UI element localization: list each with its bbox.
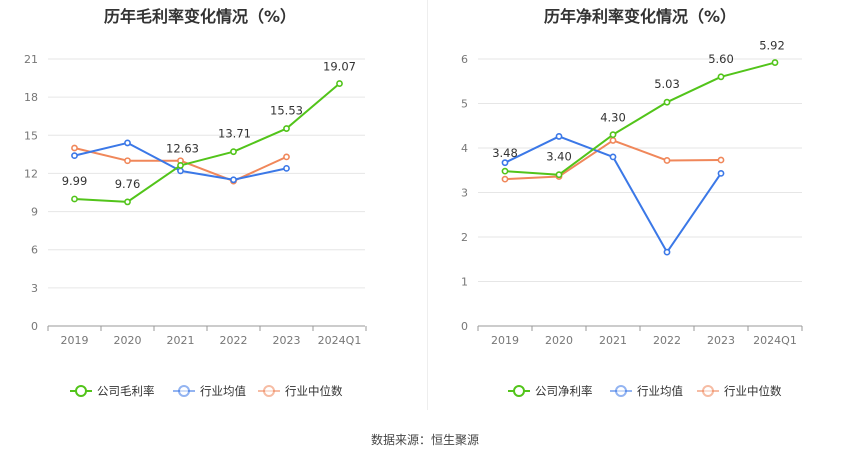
data-point-company bbox=[336, 80, 343, 87]
legend-marker bbox=[75, 385, 87, 397]
legend-item-median: 行业中位数 bbox=[258, 384, 343, 398]
data-label: 9.76 bbox=[115, 177, 141, 191]
data-label: 9.99 bbox=[62, 174, 88, 188]
legend-item-avg: 行业均值 bbox=[610, 384, 683, 398]
x-tick-label: 2019 bbox=[61, 334, 89, 347]
data-label: 4.30 bbox=[600, 111, 626, 125]
data-point-avg bbox=[609, 153, 617, 161]
legend-item-company: 公司毛利率 bbox=[70, 384, 155, 398]
y-tick-label: 21 bbox=[24, 53, 38, 66]
data-label: 19.07 bbox=[323, 60, 356, 74]
legend-label: 公司净利率 bbox=[535, 384, 593, 398]
legend-item-median: 行业中位数 bbox=[697, 384, 782, 398]
y-tick-label: 12 bbox=[24, 167, 38, 180]
legend-item-company: 公司净利率 bbox=[508, 384, 593, 398]
legend-marker bbox=[178, 385, 190, 397]
y-tick-label: 15 bbox=[24, 129, 38, 142]
data-point-median bbox=[124, 157, 131, 165]
data-point-avg bbox=[717, 169, 725, 177]
chart-title: 历年净利率变化情况（%） bbox=[544, 7, 736, 26]
data-point-avg bbox=[124, 139, 131, 147]
data-point-avg bbox=[555, 133, 563, 140]
x-tick-label: 2020 bbox=[114, 334, 142, 347]
data-point-company bbox=[177, 162, 184, 169]
chart-divider bbox=[427, 0, 428, 410]
y-tick-label: 18 bbox=[24, 91, 38, 104]
y-tick-label: 0 bbox=[31, 320, 38, 333]
data-point-company bbox=[609, 131, 617, 139]
data-point-company bbox=[555, 171, 563, 179]
data-point-company bbox=[501, 167, 509, 175]
x-tick-label: 2021 bbox=[167, 334, 195, 347]
legend-item-avg: 行业均值 bbox=[173, 384, 246, 398]
y-tick-label: 3 bbox=[31, 282, 38, 295]
data-label: 5.92 bbox=[759, 39, 785, 53]
data-label: 5.60 bbox=[708, 52, 734, 66]
data-point-company bbox=[283, 125, 290, 132]
data-point-company bbox=[124, 198, 131, 206]
chart-title: 历年毛利率变化情况（%） bbox=[104, 7, 296, 26]
x-tick-label: 2022 bbox=[220, 334, 248, 347]
legend-marker bbox=[615, 385, 627, 397]
y-tick-label: 5 bbox=[461, 98, 468, 111]
y-tick-label: 1 bbox=[461, 276, 468, 289]
data-point-avg bbox=[283, 164, 290, 172]
data-point-company bbox=[663, 98, 671, 106]
data-point-avg bbox=[230, 176, 237, 184]
data-point-median bbox=[71, 144, 78, 152]
data-label: 3.40 bbox=[546, 150, 572, 164]
legend-label: 行业中位数 bbox=[285, 384, 343, 398]
data-label: 5.03 bbox=[654, 77, 680, 91]
data-source-text: 数据来源：恒生聚源 bbox=[370, 433, 479, 447]
data-point-company bbox=[71, 195, 78, 203]
legend-marker bbox=[263, 385, 275, 397]
data-point-avg bbox=[663, 248, 671, 256]
y-tick-label: 4 bbox=[461, 142, 468, 155]
legend-label: 行业均值 bbox=[200, 384, 246, 398]
data-point-median bbox=[663, 157, 671, 164]
x-tick-label: 2023 bbox=[273, 334, 301, 347]
legend-label: 公司毛利率 bbox=[97, 384, 155, 398]
data-point-company bbox=[230, 148, 237, 156]
gross-margin-chart: 历年毛利率变化情况（%） 0 3 6 9 12 15 18 21 2019 2020 2021 2022… bbox=[24, 7, 367, 398]
y-tick-label: 6 bbox=[461, 53, 468, 66]
legend-marker bbox=[513, 385, 525, 397]
data-label: 15.53 bbox=[270, 104, 303, 118]
data-label: 12.63 bbox=[166, 141, 199, 155]
y-tick-label: 3 bbox=[461, 187, 468, 200]
net-margin-chart: 历年净利率变化情况（%） 0 1 2 3 4 5 6 2019 2020 2021 2022 2023 2… bbox=[461, 7, 803, 398]
y-tick-label: 9 bbox=[31, 206, 38, 219]
x-tick-label: 2022 bbox=[653, 334, 681, 347]
y-tick-label: 2 bbox=[461, 231, 468, 244]
x-tick-label: 2024Q1 bbox=[753, 334, 797, 347]
data-label: 3.48 bbox=[492, 146, 518, 160]
series-line-company bbox=[74, 82, 341, 203]
data-point-median bbox=[283, 153, 290, 161]
data-point-company bbox=[717, 73, 725, 81]
x-tick-label: 2021 bbox=[599, 334, 627, 347]
x-tick-label: 2023 bbox=[707, 334, 735, 347]
legend-marker bbox=[702, 385, 714, 397]
legend-label: 行业均值 bbox=[637, 384, 683, 398]
y-tick-label: 6 bbox=[31, 244, 38, 257]
data-point-median bbox=[501, 175, 509, 183]
data-point-median bbox=[717, 156, 725, 164]
x-tick-label: 2024Q1 bbox=[318, 334, 362, 347]
data-point-avg bbox=[501, 159, 509, 167]
y-tick-label: 0 bbox=[461, 320, 468, 333]
data-point-avg bbox=[71, 152, 78, 160]
data-point-avg bbox=[177, 167, 184, 175]
legend-label: 行业中位数 bbox=[724, 384, 782, 398]
x-tick-label: 2020 bbox=[545, 334, 573, 347]
data-point-company bbox=[771, 59, 779, 66]
x-tick-label: 2019 bbox=[491, 334, 519, 347]
series-line-company bbox=[504, 61, 776, 176]
data-label: 13.71 bbox=[218, 127, 251, 141]
data-point-median bbox=[609, 137, 617, 144]
